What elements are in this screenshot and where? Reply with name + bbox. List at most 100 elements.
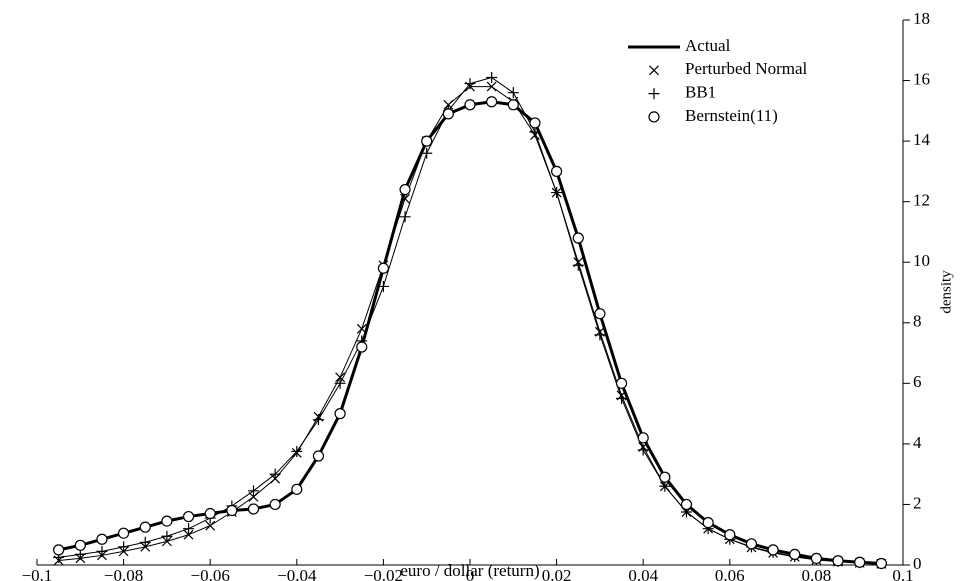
data-point (399, 183, 411, 196)
data-point (74, 539, 86, 551)
data-point (248, 485, 259, 497)
data-point (854, 556, 866, 568)
data-point (659, 471, 671, 483)
data-point (767, 544, 779, 556)
y-tick-label: 12 (913, 191, 930, 210)
data-point (356, 323, 367, 334)
data-point (637, 444, 649, 456)
x-tick-label: 0 (466, 566, 475, 581)
y-tick-label: 8 (913, 312, 922, 331)
data-point (226, 504, 238, 517)
data-point (269, 468, 281, 480)
data-point (680, 498, 693, 511)
data-point (810, 552, 823, 564)
data-point (421, 135, 433, 147)
y-tick-label: 18 (913, 9, 930, 28)
data-point (616, 392, 628, 404)
data-point (139, 536, 151, 548)
data-point (507, 99, 519, 111)
x-tick-label: −0.1 (22, 566, 53, 581)
x-tick-label: −0.06 (191, 566, 230, 581)
data-point (594, 308, 606, 320)
data-point (118, 541, 130, 553)
data-point (247, 503, 260, 515)
x-axis-label: euro / dollar (return) (400, 561, 539, 580)
data-point (464, 78, 476, 90)
x-tick-label: −0.08 (104, 566, 143, 581)
data-point (312, 450, 325, 462)
data-point (550, 165, 563, 177)
data-point (507, 87, 519, 99)
data-point (335, 372, 346, 383)
y-tick-label: 16 (913, 69, 930, 88)
data-point (334, 377, 346, 389)
data-point (875, 557, 887, 570)
data-point (832, 555, 844, 567)
data-point (183, 529, 194, 540)
data-point (139, 521, 151, 533)
legend-label: Actual (685, 36, 731, 55)
data-point (183, 523, 195, 535)
series-line (58, 100, 882, 565)
data-point (399, 211, 411, 223)
data-point (377, 280, 389, 292)
data-point (377, 262, 389, 274)
data-point (637, 432, 649, 444)
data-point (204, 507, 216, 520)
y-tick-label: 4 (913, 433, 922, 452)
data-point (572, 232, 584, 244)
data-point (291, 445, 303, 457)
data-point (443, 99, 454, 110)
y-axis-label: density (938, 270, 954, 314)
legend-swatch (648, 111, 660, 123)
data-point (486, 96, 498, 108)
data-point (486, 81, 497, 92)
legend-swatch (649, 65, 659, 76)
legend-label: Perturbed Normal (685, 59, 808, 78)
data-point (529, 117, 541, 129)
data-point (96, 545, 108, 557)
x-tick-label: 0.1 (892, 566, 913, 581)
data-point (442, 108, 454, 120)
x-tick-label: 0.04 (628, 566, 658, 581)
data-point (182, 510, 195, 523)
legend-swatch (648, 88, 660, 100)
data-point (464, 99, 476, 111)
data-point (486, 72, 498, 84)
data-point (594, 329, 606, 341)
data-point (615, 377, 628, 389)
y-tick-label: 2 (913, 493, 922, 512)
x-tick-label: 0.08 (802, 566, 832, 581)
x-tick-label: 0.06 (715, 566, 745, 581)
y-tick-label: 0 (913, 554, 922, 573)
y-tick-label: 14 (913, 130, 931, 149)
data-point (205, 520, 216, 531)
data-point (334, 408, 346, 420)
series-line (58, 77, 882, 564)
y-tick-label: 6 (913, 372, 922, 391)
data-point (161, 515, 173, 527)
data-point (269, 498, 281, 511)
data-point (551, 187, 563, 199)
data-point (745, 538, 758, 550)
x-tick-label: −0.04 (277, 566, 317, 581)
legend-label: Bernstein(11) (685, 106, 778, 125)
data-point (702, 517, 714, 529)
data-point (117, 527, 130, 539)
x-tick-label: −0.02 (364, 566, 403, 581)
series-line (58, 86, 882, 565)
legend-label: BB1 (685, 83, 716, 102)
data-point (356, 341, 368, 353)
data-point (291, 483, 303, 495)
x-tick-label: 0.02 (542, 566, 572, 581)
data-point (161, 530, 173, 542)
data-point (789, 548, 801, 561)
data-point (248, 491, 259, 502)
data-point (724, 529, 736, 541)
data-point (421, 147, 433, 159)
data-point (572, 259, 584, 271)
data-point (53, 544, 65, 556)
data-point (96, 533, 108, 545)
y-tick-label: 10 (913, 251, 930, 270)
